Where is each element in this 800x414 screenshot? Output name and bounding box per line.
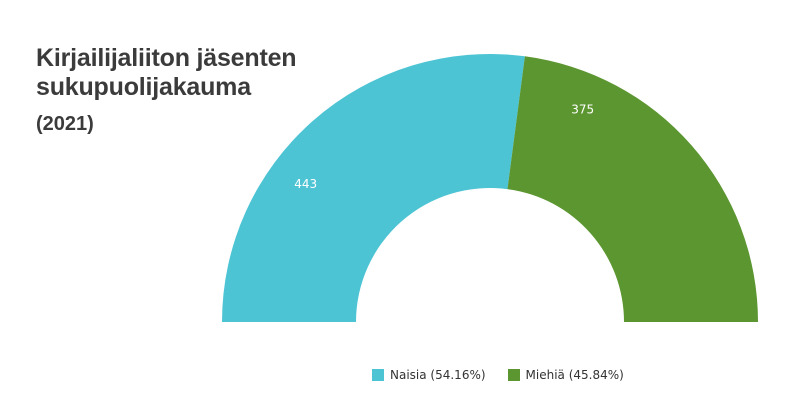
- data-label-miehia: 375: [571, 103, 594, 117]
- legend-label-miehia: Miehiä (45.84%): [525, 368, 624, 382]
- legend-label-naisia: Naisia (54.16%): [390, 368, 486, 382]
- legend-swatch-naisia: [372, 369, 384, 381]
- legend-swatch-miehia: [507, 369, 520, 381]
- chart-subtitle: (2021): [36, 113, 94, 135]
- legend-item-miehia[interactable]: Miehiä (45.84%): [507, 368, 624, 382]
- legend-item-naisia[interactable]: Naisia (54.16%): [372, 368, 486, 382]
- slice-naisia[interactable]: [222, 54, 525, 322]
- slice-miehia[interactable]: [507, 56, 758, 323]
- chart-title: Kirjailijaliiton jäsenten sukupuolijakaum…: [36, 44, 297, 101]
- chart-legend: Naisia (54.16%) Miehiä (45.84%): [372, 368, 624, 382]
- data-label-naisia: 443: [294, 177, 317, 191]
